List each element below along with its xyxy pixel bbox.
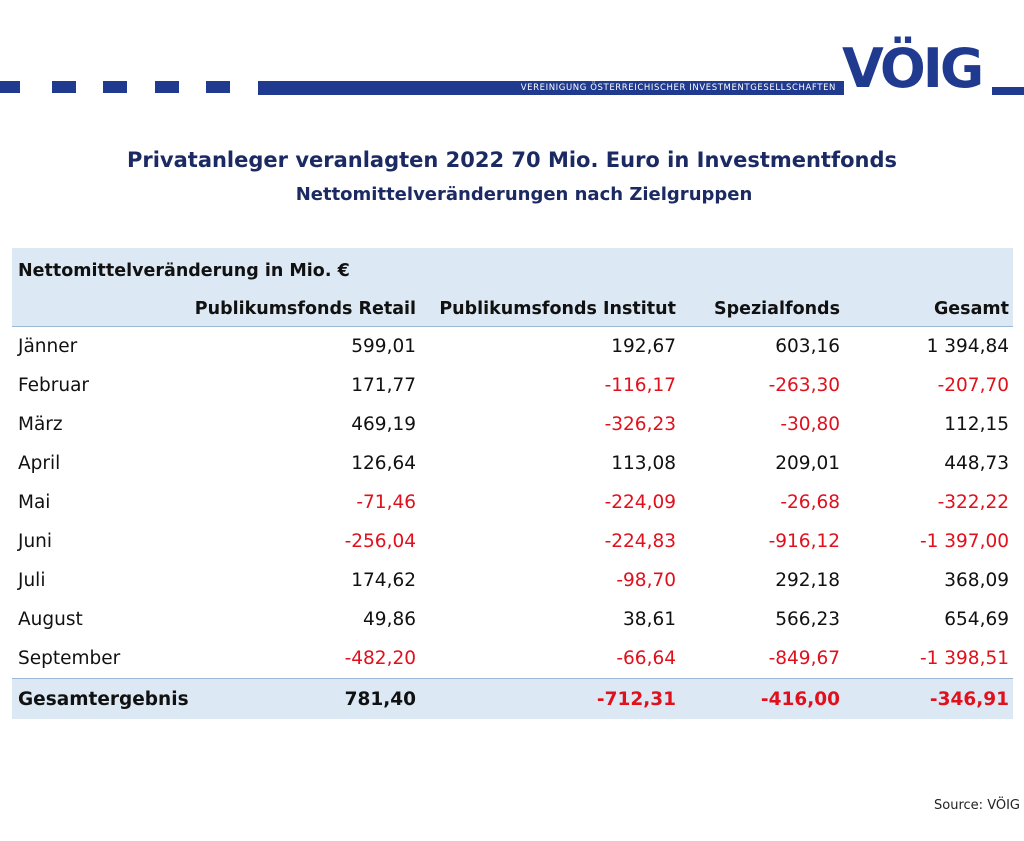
table-row: Jänner 599,01 192,67 603,16 1 394,84 [12, 327, 1013, 366]
table-cell: 368,09 [944, 570, 1009, 591]
table-row: Mai -71,46 -224,09 -26,68 -322,22 [12, 483, 1013, 522]
table-cell: 603,16 [775, 336, 840, 357]
total-cell: -346,91 [929, 688, 1009, 710]
total-cell: -416,00 [760, 688, 840, 710]
table-cell: -256,04 [344, 531, 416, 552]
table-body: Jänner 599,01 192,67 603,16 1 394,84 Februar 1… [12, 327, 1013, 678]
table-cell: 49,86 [363, 609, 416, 630]
band-dash [0, 81, 20, 93]
column-header: Publikumsfonds Institut [439, 299, 676, 319]
table-row: August 49,86 38,61 566,23 654,69 [12, 600, 1013, 639]
table-cell: -322,22 [937, 492, 1009, 513]
page-title: Privatanleger veranlagten 2022 70 Mio. E… [126, 148, 898, 172]
column-headers: Publikumsfonds Retail Publikumsfonds Ins… [12, 292, 1013, 326]
row-label: Mai [18, 492, 51, 513]
voeig-logo: VÖIG [842, 40, 1024, 98]
table-caption: Nettomittelveränderung in Mio. € [18, 261, 350, 281]
data-table: Nettomittelveränderung in Mio. € Publiku… [12, 248, 1013, 719]
table-cell: 171,77 [351, 375, 416, 396]
table-row: September -482,20 -66,64 -849,67 -1 398,51 [12, 639, 1013, 678]
table-cell: -71,46 [356, 492, 416, 513]
table-cell: 174,62 [351, 570, 416, 591]
table-row: Juli 174,62 -98,70 292,18 368,09 [12, 561, 1013, 600]
table-cell: 599,01 [351, 336, 416, 357]
table-cell: -224,09 [604, 492, 676, 513]
row-label: Juni [18, 531, 53, 552]
table-cell: -916,12 [768, 531, 840, 552]
row-label: August [18, 609, 83, 630]
table-cell: -326,23 [604, 414, 676, 435]
total-label: Gesamtergebnis [18, 688, 189, 710]
page-subtitle: Nettomittelveränderungen nach Zielgruppe… [295, 184, 753, 205]
table-cell: -849,67 [768, 648, 840, 669]
table-cell: -207,70 [937, 375, 1009, 396]
table-row: Juni -256,04 -224,83 -916,12 -1 397,00 [12, 522, 1013, 561]
logo-underline [992, 87, 1024, 95]
logo-text: VÖIG [842, 37, 984, 100]
table-cell: 292,18 [775, 570, 840, 591]
table-cell: -116,17 [604, 375, 676, 396]
table-header: Nettomittelveränderung in Mio. € Publiku… [12, 248, 1013, 327]
band-dash [155, 81, 179, 93]
source-note: Source: VÖIG [934, 798, 1020, 813]
table-cell: 38,61 [623, 609, 676, 630]
table-row: März 469,19 -326,23 -30,80 112,15 [12, 405, 1013, 444]
total-row: Gesamtergebnis 781,40 -712,31 -416,00 -3… [12, 678, 1013, 719]
row-label: September [18, 648, 121, 669]
table-cell: 469,19 [351, 414, 416, 435]
column-header: Publikumsfonds Retail [194, 299, 416, 319]
table-cell: 1 394,84 [926, 336, 1009, 357]
row-label: April [18, 453, 61, 474]
table-cell: 112,15 [944, 414, 1009, 435]
table-cell: 209,01 [775, 453, 840, 474]
row-label: Juli [18, 570, 46, 591]
table-cell: -263,30 [768, 375, 840, 396]
band-dash [206, 81, 230, 93]
table-cell: 113,08 [611, 453, 676, 474]
column-header: Spezialfonds [713, 299, 840, 319]
association-name: VEREINIGUNG ÖSTERREICHISCHER INVESTMENTG… [258, 81, 844, 95]
band-dash [103, 81, 127, 93]
table-cell: -1 398,51 [919, 648, 1009, 669]
table-cell: 448,73 [944, 453, 1009, 474]
table-cell: 126,64 [351, 453, 416, 474]
table-row: Februar 171,77 -116,17 -263,30 -207,70 [12, 366, 1013, 405]
table-cell: -482,20 [344, 648, 416, 669]
table-cell: -30,80 [780, 414, 840, 435]
table-cell: -98,70 [616, 570, 676, 591]
table-cell: -1 397,00 [919, 531, 1009, 552]
table-cell: -224,83 [604, 531, 676, 552]
total-cell: 781,40 [344, 688, 416, 710]
band-dash [52, 81, 76, 93]
table-cell: -66,64 [616, 648, 676, 669]
table-cell: -26,68 [780, 492, 840, 513]
table-cell: 654,69 [944, 609, 1009, 630]
total-cell: -712,31 [596, 688, 676, 710]
row-label: Februar [18, 375, 90, 396]
column-header: Gesamt [933, 299, 1009, 319]
table-cell: 566,23 [775, 609, 840, 630]
row-label: März [18, 414, 63, 435]
table-row: April 126,64 113,08 209,01 448,73 [12, 444, 1013, 483]
header-band: VEREINIGUNG ÖSTERREICHISCHER INVESTMENTG… [0, 81, 1024, 95]
row-label: Jänner [18, 336, 78, 357]
table-cell: 192,67 [611, 336, 676, 357]
